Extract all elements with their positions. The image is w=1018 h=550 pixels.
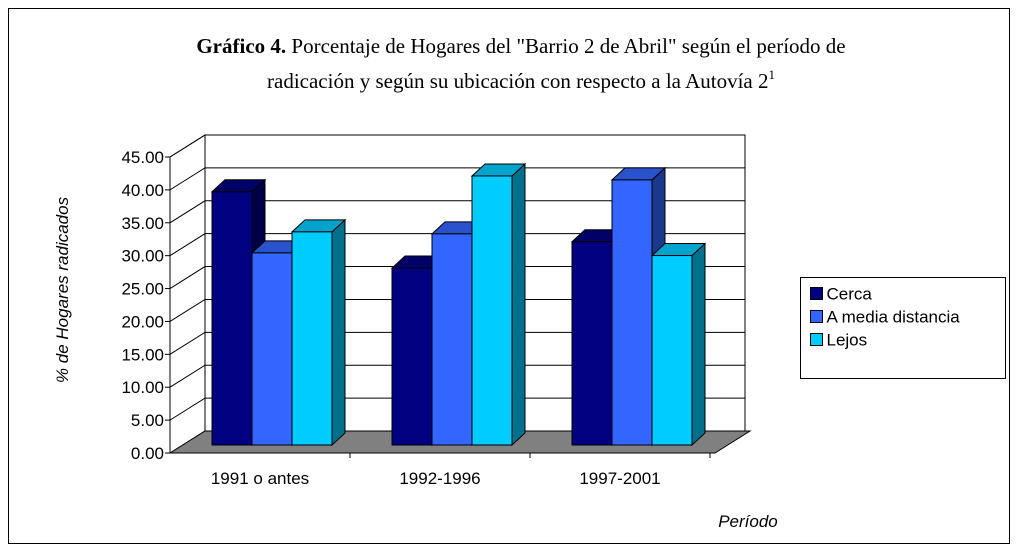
- grid-line: [169, 134, 745, 158]
- grid-line: [169, 397, 745, 421]
- bar: [431, 233, 473, 446]
- legend-swatch: [810, 287, 823, 300]
- legend: [800, 277, 1006, 379]
- chart-title: Gráfico 4. Porcentaje de Hogares del "Ba…: [196, 34, 845, 58]
- side-wall: [169, 134, 206, 454]
- y-tick-label: 0.00: [131, 444, 164, 463]
- y-tick-label: 35.00: [121, 214, 164, 233]
- bar-side: [691, 242, 706, 447]
- x-tick-label: 1992-1996: [399, 469, 480, 488]
- grid-line: [169, 298, 745, 322]
- title-line: Porcentaje de Hogares del "Barrio 2 de A…: [291, 34, 845, 58]
- y-tick-label: 30.00: [121, 247, 164, 266]
- legend-label: A media distancia: [827, 308, 961, 327]
- bar: [291, 231, 333, 446]
- chart-title: radicación y según su ubicación con resp…: [267, 67, 775, 93]
- bar-side: [511, 162, 526, 447]
- grid-line: [169, 364, 745, 388]
- x-tick-label: 1997-2001: [579, 469, 660, 488]
- bar: [391, 267, 433, 446]
- bar: [651, 255, 693, 446]
- grid-line: [169, 233, 745, 257]
- bar: [471, 175, 513, 446]
- y-tick-label: 5.00: [131, 411, 164, 430]
- y-tick-label: 20.00: [121, 312, 164, 331]
- title-line: radicación y según su ubicación con resp…: [267, 69, 769, 93]
- bar: [211, 191, 253, 446]
- y-tick-label: 45.00: [121, 148, 164, 167]
- y-tick-label: 25.00: [121, 280, 164, 299]
- grid-line: [169, 167, 745, 191]
- grid-line: [169, 331, 745, 355]
- x-axis-label: Período: [718, 512, 778, 531]
- legend-swatch: [810, 310, 823, 323]
- bar: [571, 241, 613, 446]
- title-footnote: 1: [769, 67, 776, 82]
- bar: [251, 252, 293, 446]
- x-tick-label: 1991 o antes: [211, 469, 309, 488]
- y-axis-label: % de Hogares radicados: [53, 196, 72, 383]
- bar-side: [331, 218, 346, 447]
- legend-label: Lejos: [827, 331, 868, 350]
- y-tick-label: 15.00: [121, 345, 164, 364]
- bar: [611, 179, 653, 446]
- title-label: Gráfico 4.: [196, 34, 286, 58]
- grid-line: [169, 266, 745, 289]
- legend-swatch: [810, 333, 823, 346]
- y-tick-label: 40.00: [121, 181, 164, 200]
- y-tick-label: 10.00: [121, 378, 164, 397]
- grid-line: [169, 200, 745, 224]
- legend-label: Cerca: [827, 285, 873, 304]
